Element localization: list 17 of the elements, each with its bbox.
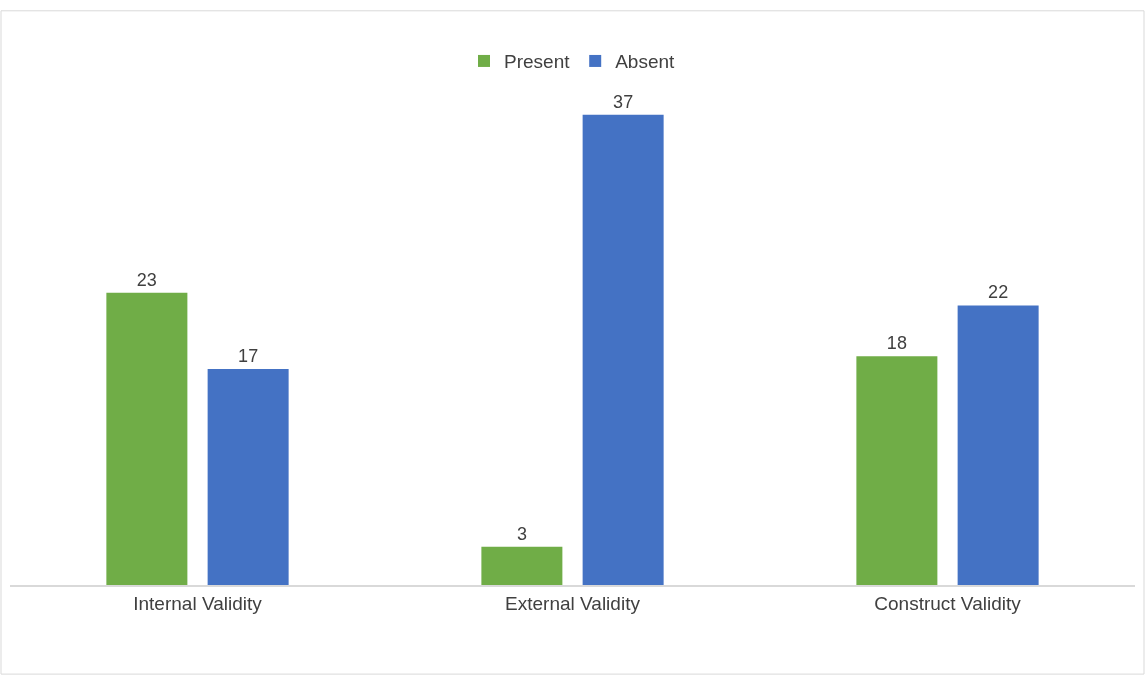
data-label: 23 — [136, 269, 157, 290]
data-label: 37 — [613, 91, 634, 112]
legend-label: Absent — [615, 51, 676, 73]
data-label: 3 — [516, 523, 527, 544]
bar — [106, 292, 188, 585]
data-label: 17 — [238, 345, 259, 366]
data-label: 18 — [886, 333, 907, 354]
bar — [582, 114, 664, 585]
bar — [481, 546, 563, 585]
x-tick-label: Internal Validity — [133, 592, 263, 614]
x-tick-label: Construct Validity — [874, 592, 1022, 614]
legend-label: Present — [504, 51, 571, 73]
bar — [957, 305, 1039, 585]
data-label: 22 — [988, 282, 1009, 303]
x-tick-label: External Validity — [505, 592, 641, 614]
bar — [207, 368, 289, 585]
bar — [856, 356, 938, 585]
